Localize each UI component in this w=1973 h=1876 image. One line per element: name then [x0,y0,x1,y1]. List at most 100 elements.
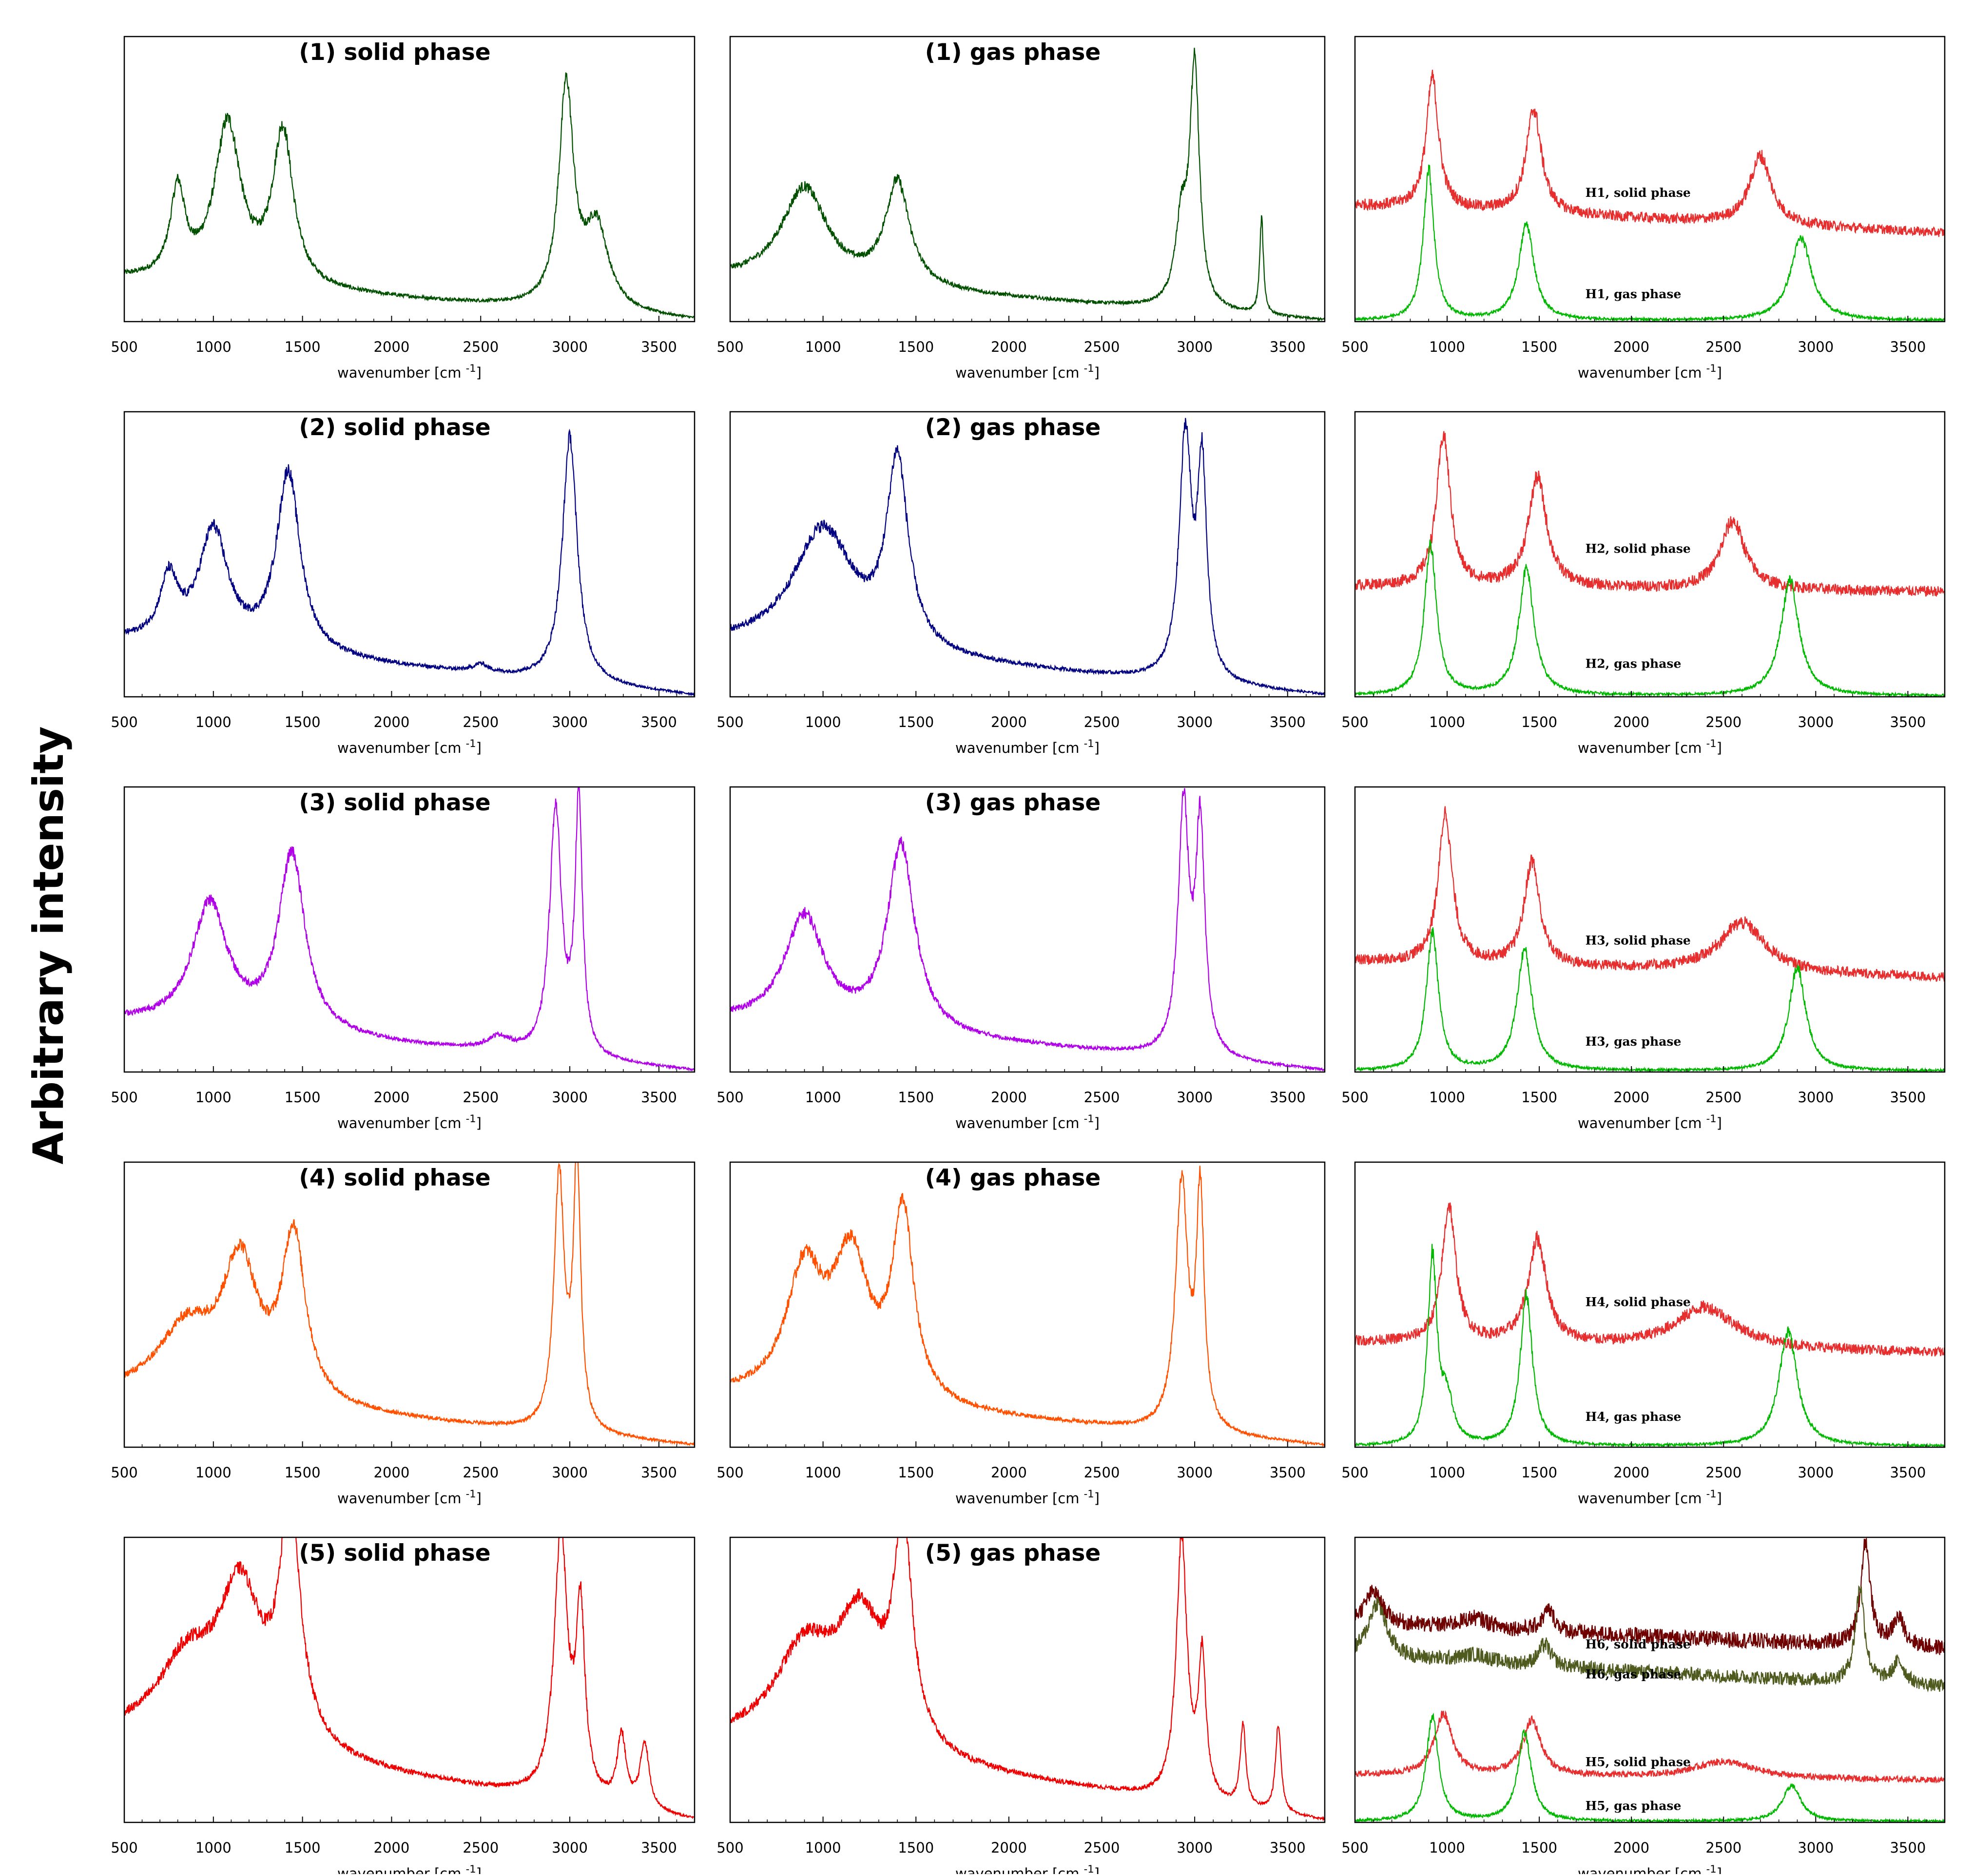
panel-3-3: 500 1000 1500 2000 2500 3000 3500 wavenumber [c… [1341,786,1946,1131]
series-annotation: H5, gas phase [1586,1799,1682,1813]
series-line-h6-solid-phase [1355,1538,1945,1655]
x-tick-label: 3500 [1270,339,1306,355]
series-annotation: H2, solid phase [1586,542,1691,556]
panel-title: (2) gas phase [925,414,1101,441]
series-annotation: H3, gas phase [1586,1034,1682,1049]
x-axis-label: wavenumber [cm -1] [337,738,482,756]
series-annotation: H4, gas phase [1586,1410,1682,1424]
x-tick-label: 3500 [641,714,677,730]
x-tick-label: 500 [111,1464,137,1481]
x-tick-label: 2500 [1084,1089,1120,1106]
plot-frame [123,786,696,1073]
x-tick-label: 1000 [1429,1089,1465,1106]
x-tick-label: 3000 [1177,1839,1213,1856]
x-tick-label: 3500 [1890,714,1926,730]
x-tick-label: 1500 [898,1089,934,1106]
x-tick-label: 1500 [285,339,321,355]
plot-frame [123,36,696,323]
x-tick-label: 1500 [898,714,934,730]
plot-frame [123,411,696,698]
x-tick-label: 2500 [1084,1464,1120,1481]
x-tick-label: 2000 [1613,1089,1649,1106]
panel-title: (2) solid phase [299,414,490,441]
x-tick-label: 1000 [195,1089,232,1106]
x-tick-label: 2000 [374,339,410,355]
x-tick-label: 1000 [195,1839,232,1856]
x-tick-label: 1000 [1429,339,1465,355]
x-tick-label: 500 [1341,714,1368,730]
panel-title: (4) gas phase [925,1165,1101,1191]
x-tick-label: 2500 [463,1839,499,1856]
x-tick-label: 1000 [195,714,232,730]
panel-4-3: 500 1000 1500 2000 2500 3000 3500 wavenumber [c… [1341,1161,1946,1507]
plot-frame [1354,36,1946,323]
x-tick-label: 500 [716,1839,743,1856]
x-tick-label: 3500 [641,1839,677,1856]
panel-title: (1) gas phase [925,39,1101,66]
x-tick-label: 2500 [1705,1464,1741,1481]
x-axis-label: wavenumber [cm -1] [955,363,1100,381]
series-annotation: H3, solid phase [1586,933,1691,947]
x-tick-label: 500 [1341,1839,1368,1856]
x-tick-label: 500 [716,1464,743,1481]
x-axis-label: wavenumber [cm -1] [955,1113,1100,1131]
panel-1-3: 500 1000 1500 2000 2500 3000 3500 wavenumber [c… [1341,36,1946,381]
x-tick-label: 3500 [1270,1089,1306,1106]
x-tick-label: 3500 [1890,339,1926,355]
plot-frame [729,1161,1326,1448]
series-line--4-gas-phase [730,1166,1325,1447]
x-tick-label: 1000 [805,339,841,355]
x-tick-label: 500 [716,339,743,355]
x-tick-label: 500 [716,714,743,730]
x-tick-label: 500 [716,1089,743,1106]
x-tick-label: 3000 [1177,339,1213,355]
x-tick-label: 1500 [1521,714,1557,730]
x-tick-label: 3000 [552,339,588,355]
panel-title: (4) solid phase [299,1165,490,1191]
series-line--3-solid-phase [124,787,695,1072]
x-tick-label: 500 [1341,1464,1368,1481]
x-tick-label: 1000 [1429,714,1465,730]
plot-frame [729,411,1326,698]
x-tick-label: 1500 [1521,1839,1557,1856]
x-tick-label: 2000 [991,1089,1027,1106]
plot-frame [123,1536,696,1823]
x-tick-label: 2500 [1084,714,1120,730]
x-tick-label: 500 [111,714,137,730]
x-tick-label: 1500 [1521,1089,1557,1106]
x-tick-label: 3000 [1798,1089,1834,1106]
series-line-h5-solid-phase [1355,1710,1945,1784]
series-annotation: H6, solid phase [1586,1637,1691,1651]
panel-title: (5) solid phase [299,1540,490,1567]
series-annotation: H6, gas phase [1586,1667,1682,1682]
panel-title: (3) gas phase [925,789,1101,816]
x-tick-label: 2000 [1613,339,1649,355]
series-annotation: H1, solid phase [1586,186,1691,200]
x-tick-label: 2500 [1705,1839,1741,1856]
series-line-h6-gas-phase [1355,1585,1945,1693]
x-tick-label: 3000 [1798,1839,1834,1856]
x-tick-label: 1500 [285,714,321,730]
series-line-h4-solid-phase [1355,1202,1945,1357]
x-tick-label: 2500 [463,1089,499,1106]
series-line-h4-gas-phase [1355,1244,1945,1447]
x-tick-label: 500 [111,339,137,355]
panel-5-3: 500 1000 1500 2000 2500 3000 3500 wavenumber [c… [1341,1536,1946,1876]
x-tick-label: 2500 [463,1464,499,1481]
panel-title: (5) gas phase [925,1540,1101,1567]
x-axis-label: wavenumber [cm -1] [955,738,1100,756]
series-line--1-gas-phase [730,48,1325,322]
x-tick-label: 1500 [1521,339,1557,355]
panel-title: (3) solid phase [299,789,490,816]
x-tick-label: 2500 [1705,1089,1741,1106]
x-tick-label: 3000 [552,1839,588,1856]
x-tick-label: 1500 [898,1464,934,1481]
series-annotation: H4, solid phase [1586,1295,1691,1309]
plot-frame [729,1536,1326,1823]
x-tick-label: 1000 [805,1464,841,1481]
x-tick-label: 1000 [195,339,232,355]
x-tick-label: 2000 [374,1089,410,1106]
series-annotation: H2, gas phase [1586,657,1682,671]
panel-title: (1) solid phase [299,39,490,66]
